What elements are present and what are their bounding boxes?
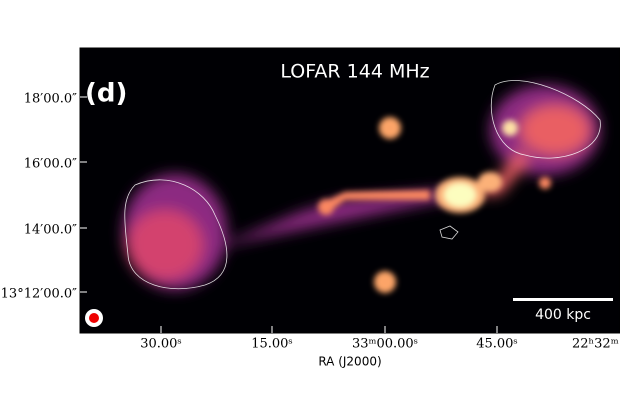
y-tick-label: 13°12′00.0″ [1,287,77,302]
beam [89,313,99,323]
ticks [80,96,498,333]
x-tick-label: 30.00ˢ [140,337,182,352]
y-tick-label: 18′00.0″ [24,92,77,107]
title: LOFAR 144 MHz [280,61,429,83]
map-frame [79,47,620,334]
x-tick-label: 33ᵐ00.00ˢ [352,337,418,352]
x-tick-label: 22ʰ32ᵐ [572,337,619,352]
panel-label: (d) [85,79,127,109]
x-axis-label: RA (J2000) [318,355,381,369]
scale-bar [513,298,613,301]
x-tick-label: 45.00ˢ [476,337,518,352]
y-tick-label: 16′00.0″ [24,157,77,172]
y-tick-label: 14′00.0″ [24,223,77,238]
x-tick-label: 15.00ˢ [251,337,293,352]
scale-bar-label: 400 kpc [535,307,591,323]
radio-emission [123,80,601,293]
